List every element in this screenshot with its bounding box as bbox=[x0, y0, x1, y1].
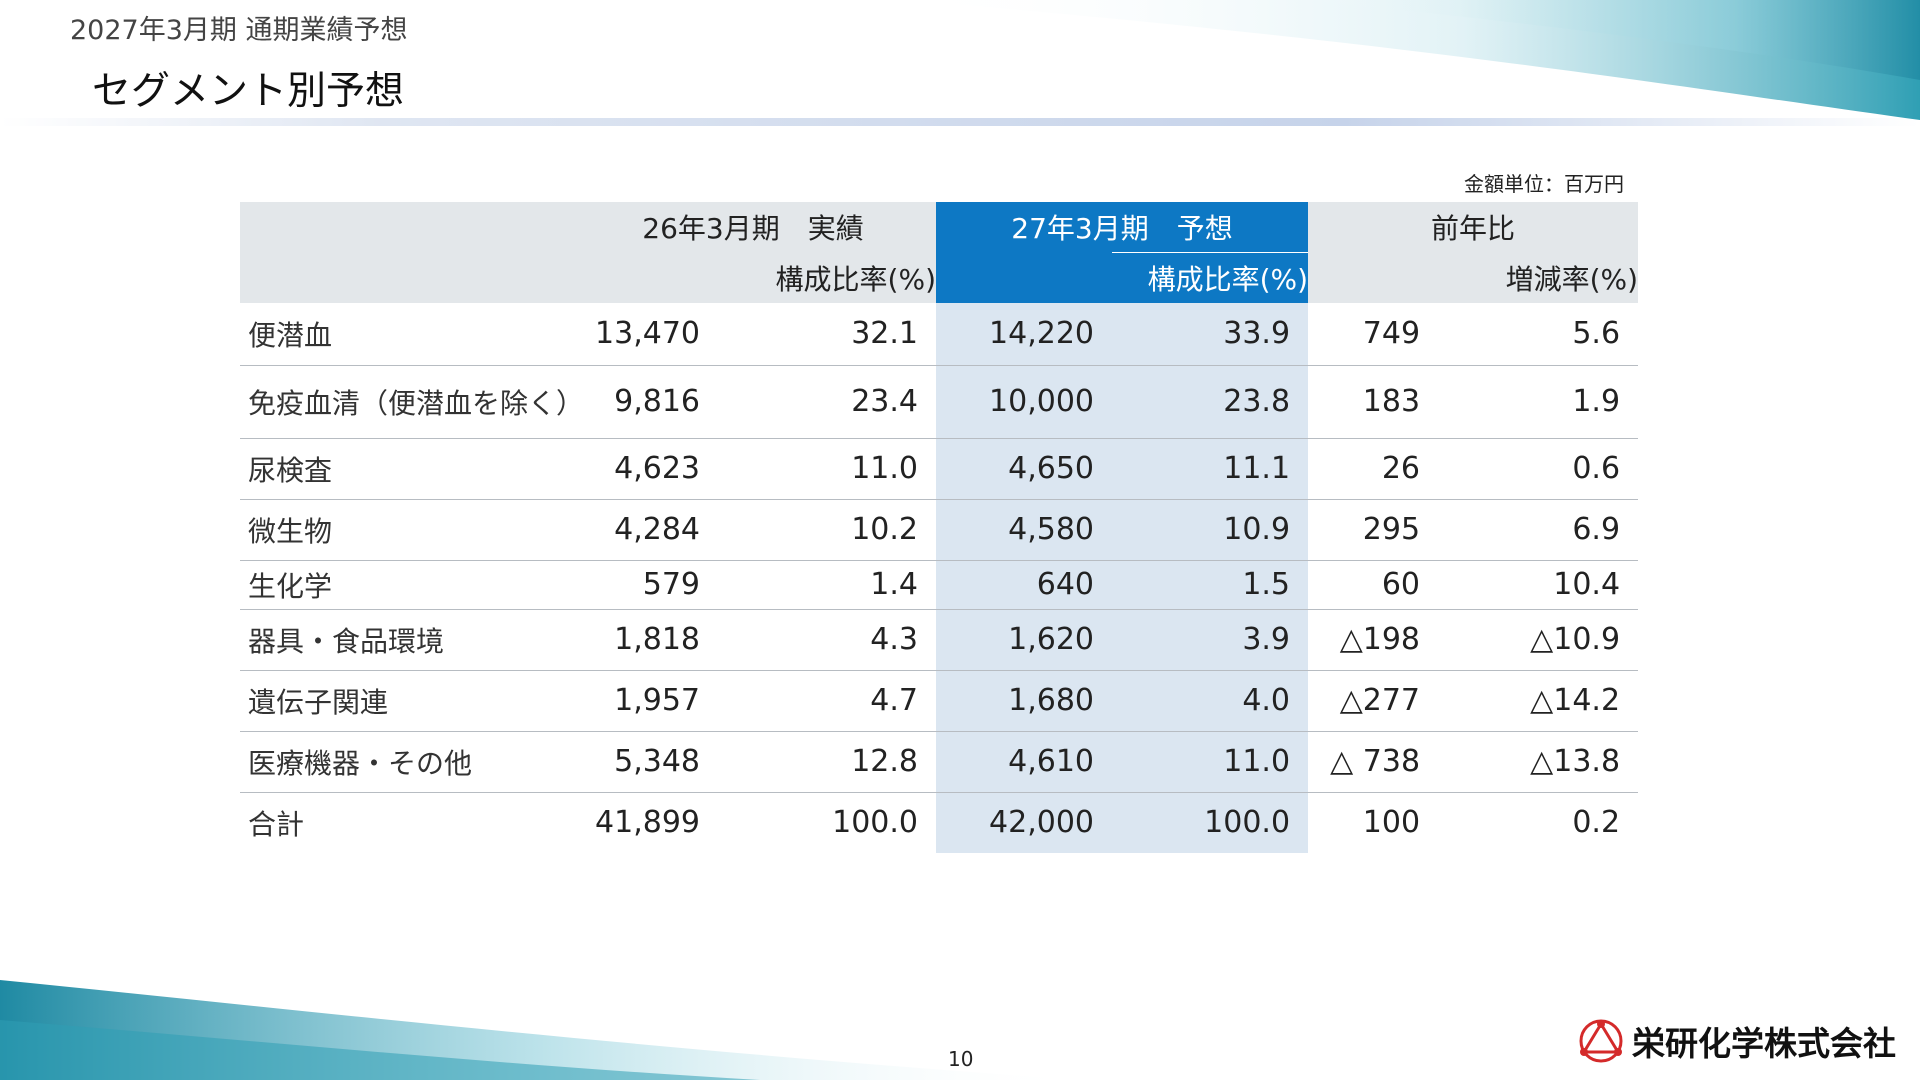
yoy-change-rate: 10.4 bbox=[1438, 560, 1639, 610]
yoy-change-rate: △13.8 bbox=[1438, 731, 1639, 793]
actual-amount: 1,957 bbox=[570, 670, 718, 732]
segment-name: 合計 bbox=[248, 807, 305, 841]
yoy-difference: 749 bbox=[1308, 303, 1439, 366]
yoy-difference: 60 bbox=[1308, 560, 1439, 610]
header-actual: 26年3月期 実績 bbox=[570, 202, 937, 253]
subheader-change-rate: 増減率(%) bbox=[1438, 252, 1639, 303]
forecast-composition: 11.1 bbox=[1112, 438, 1309, 500]
table-row: 免疫血清（便潜血を除く） 9,816 23.4 10,000 23.8 183 … bbox=[240, 365, 1639, 439]
segment-name: 便潜血 bbox=[240, 303, 570, 366]
footer-wave-decoration bbox=[0, 980, 1080, 1080]
actual-composition: 100.0 bbox=[832, 805, 919, 841]
forecast-amount: 1,620 bbox=[936, 609, 1113, 671]
segment-name: 医療機器・その他 bbox=[240, 731, 570, 793]
forecast-amount: 1,680 bbox=[936, 670, 1113, 732]
segment-name: 尿検査 bbox=[240, 438, 570, 500]
segment-name: 免疫血清（便潜血を除く） bbox=[240, 365, 584, 439]
actual-composition: 1.4 bbox=[718, 560, 937, 610]
subheader-blank bbox=[936, 252, 1113, 303]
actual-amount: 4,284 bbox=[570, 499, 718, 561]
segment-name: 微生物 bbox=[240, 499, 570, 561]
actual-composition: 32.1 bbox=[718, 303, 937, 366]
subheader-blank bbox=[570, 252, 718, 303]
forecast-composition: 4.0 bbox=[1112, 670, 1309, 732]
forecast-amount: 14,220 bbox=[936, 303, 1113, 366]
table-row: 遺伝子関連 1,957 4.7 1,680 4.0 △277 △14.2 bbox=[240, 670, 1639, 732]
forecast-amount: 42,000 bbox=[936, 792, 1113, 853]
forecast-amount: 4,650 bbox=[936, 438, 1113, 500]
actual-composition: 10.2 bbox=[718, 499, 937, 561]
table-row: 便潜血 13,470 32.1 14,220 33.9 749 5.6 bbox=[240, 303, 1639, 366]
yoy-change-rate: 0.2 bbox=[1572, 805, 1621, 841]
yoy-change-rate: 0.6 bbox=[1438, 438, 1639, 500]
forecast-composition: 100.0 bbox=[1112, 792, 1309, 853]
table-row-total: 合計 41,899 100.0 42,000 100.0 100 0.2 bbox=[240, 792, 1638, 853]
table-row: 生化学 579 1.4 640 1.5 60 10.4 bbox=[240, 560, 1639, 610]
segment-name: 器具・食品環境 bbox=[240, 609, 570, 671]
yoy-difference: 26 bbox=[1308, 438, 1439, 500]
table-row: 尿検査 4,623 11.0 4,650 11.1 26 0.6 bbox=[240, 438, 1639, 500]
page-title: セグメント別予想 bbox=[92, 69, 405, 114]
actual-amount: 4,623 bbox=[570, 438, 718, 500]
header-forecast: 27年3月期 予想 bbox=[936, 202, 1309, 253]
forecast-amount: 4,580 bbox=[936, 499, 1113, 561]
yoy-difference: △198 bbox=[1308, 609, 1439, 671]
actual-amount: 9,816 bbox=[570, 365, 718, 439]
section-subtitle: 2027年3月期 通期業績予想 bbox=[70, 15, 408, 46]
actual-amount: 579 bbox=[570, 560, 718, 610]
subheader-blank bbox=[240, 252, 570, 303]
subheader-actual-composition: 構成比率(%) bbox=[718, 252, 937, 303]
yoy-change-rate: 6.9 bbox=[1438, 499, 1639, 561]
yoy-change-rate: △10.9 bbox=[1438, 609, 1639, 671]
forecast-amount: 10,000 bbox=[936, 365, 1113, 439]
company-name: 栄研化学株式会社 bbox=[1632, 1024, 1896, 1063]
forecast-amount: 4,610 bbox=[936, 731, 1113, 793]
forecast-composition: 10.9 bbox=[1112, 499, 1309, 561]
forecast-composition: 23.8 bbox=[1112, 365, 1309, 439]
eiken-triangle-logo-icon bbox=[1579, 1019, 1623, 1063]
forecast-composition: 11.0 bbox=[1112, 731, 1309, 793]
yoy-difference: 295 bbox=[1308, 499, 1439, 561]
actual-amount: 5,348 bbox=[570, 731, 718, 793]
page-number: 10 bbox=[948, 1047, 974, 1071]
actual-amount: 1,818 bbox=[570, 609, 718, 671]
forecast-composition: 3.9 bbox=[1112, 609, 1309, 671]
actual-composition: 4.7 bbox=[718, 670, 937, 732]
header-blank bbox=[240, 202, 570, 253]
header-wave-decoration bbox=[900, 0, 1920, 120]
segment-name: 遺伝子関連 bbox=[240, 670, 570, 732]
yoy-difference: △277 bbox=[1308, 670, 1439, 732]
yoy-difference: △ 738 bbox=[1308, 731, 1439, 793]
header-divider bbox=[0, 118, 1920, 126]
table-row: 器具・食品環境 1,818 4.3 1,620 3.9 △198 △10.9 bbox=[240, 609, 1639, 671]
segment-name: 生化学 bbox=[240, 560, 570, 610]
actual-composition: 11.0 bbox=[718, 438, 937, 500]
subheader-forecast-composition: 構成比率(%) bbox=[1112, 252, 1309, 303]
actual-composition: 23.4 bbox=[718, 365, 937, 439]
actual-composition: 12.8 bbox=[718, 731, 937, 793]
yoy-difference: 183 bbox=[1308, 365, 1439, 439]
yoy-change-rate: △14.2 bbox=[1438, 670, 1639, 732]
header-yoy: 前年比 bbox=[1308, 202, 1639, 253]
unit-label: 金額単位：百万円 bbox=[1464, 172, 1624, 196]
company-logo: 栄研化学株式会社 bbox=[1578, 1016, 1896, 1066]
segment-forecast-table: 26年3月期 実績 27年3月期 予想 前年比 構成比率(%) 構成比率(%) … bbox=[240, 202, 1639, 853]
actual-composition: 4.3 bbox=[718, 609, 937, 671]
yoy-change-rate: 5.6 bbox=[1438, 303, 1639, 366]
table-row: 微生物 4,284 10.2 4,580 10.9 295 6.9 bbox=[240, 499, 1639, 561]
forecast-amount: 640 bbox=[936, 560, 1113, 610]
forecast-composition: 33.9 bbox=[1112, 303, 1309, 366]
actual-amount: 41,899 bbox=[595, 805, 700, 841]
subheader-blank bbox=[1308, 252, 1439, 303]
forecast-composition: 1.5 bbox=[1112, 560, 1309, 610]
yoy-difference: 100 bbox=[1362, 805, 1421, 841]
yoy-change-rate: 1.9 bbox=[1438, 365, 1639, 439]
table-row: 医療機器・その他 5,348 12.8 4,610 11.0 △ 738 △13… bbox=[240, 731, 1639, 793]
actual-amount: 13,470 bbox=[570, 303, 718, 366]
